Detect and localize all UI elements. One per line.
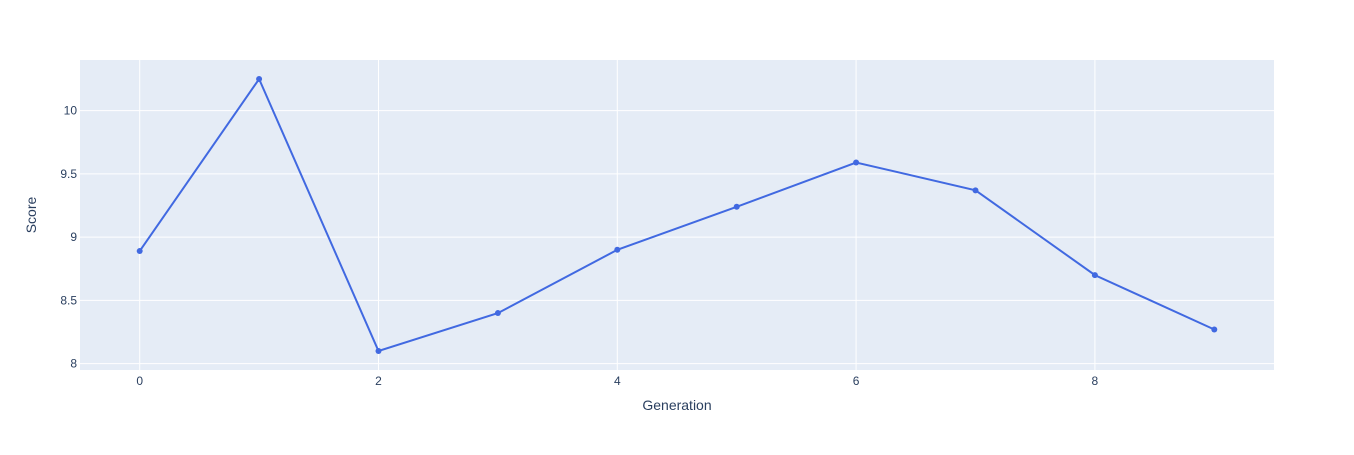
data-point [972,187,979,194]
data-point [733,203,740,210]
x-tick-label: 0 [136,374,143,388]
x-tick-labels: 0 2 4 6 8 [136,374,1098,388]
plot-area [80,60,1274,370]
y-tick-label: 8 [70,357,77,371]
data-point [494,310,501,317]
y-gridlines [80,110,1274,365]
x-tick-label: 6 [853,374,860,388]
x-tick-label: 8 [1092,374,1099,388]
x-axis-title: Generation [642,397,711,413]
y-axis-title: Score [23,197,39,234]
data-point [1091,272,1098,279]
data-point [375,348,382,355]
y-tick-label: 10 [64,104,78,118]
x-tick-label: 4 [614,374,621,388]
score-series-line [138,76,1215,353]
x-tick-label: 2 [375,374,382,388]
score-series-markers [136,75,1218,355]
data-point [614,246,621,253]
x-gridlines [139,60,1096,370]
y-tick-label: 8.5 [60,293,77,307]
data-point [1211,326,1218,333]
y-tick-labels: 8 8.5 9 9.5 10 [60,104,77,371]
y-tick-label: 9 [70,230,77,244]
data-point [256,75,263,82]
y-tick-label: 9.5 [60,167,77,181]
data-point [853,159,860,166]
data-point [136,248,143,255]
